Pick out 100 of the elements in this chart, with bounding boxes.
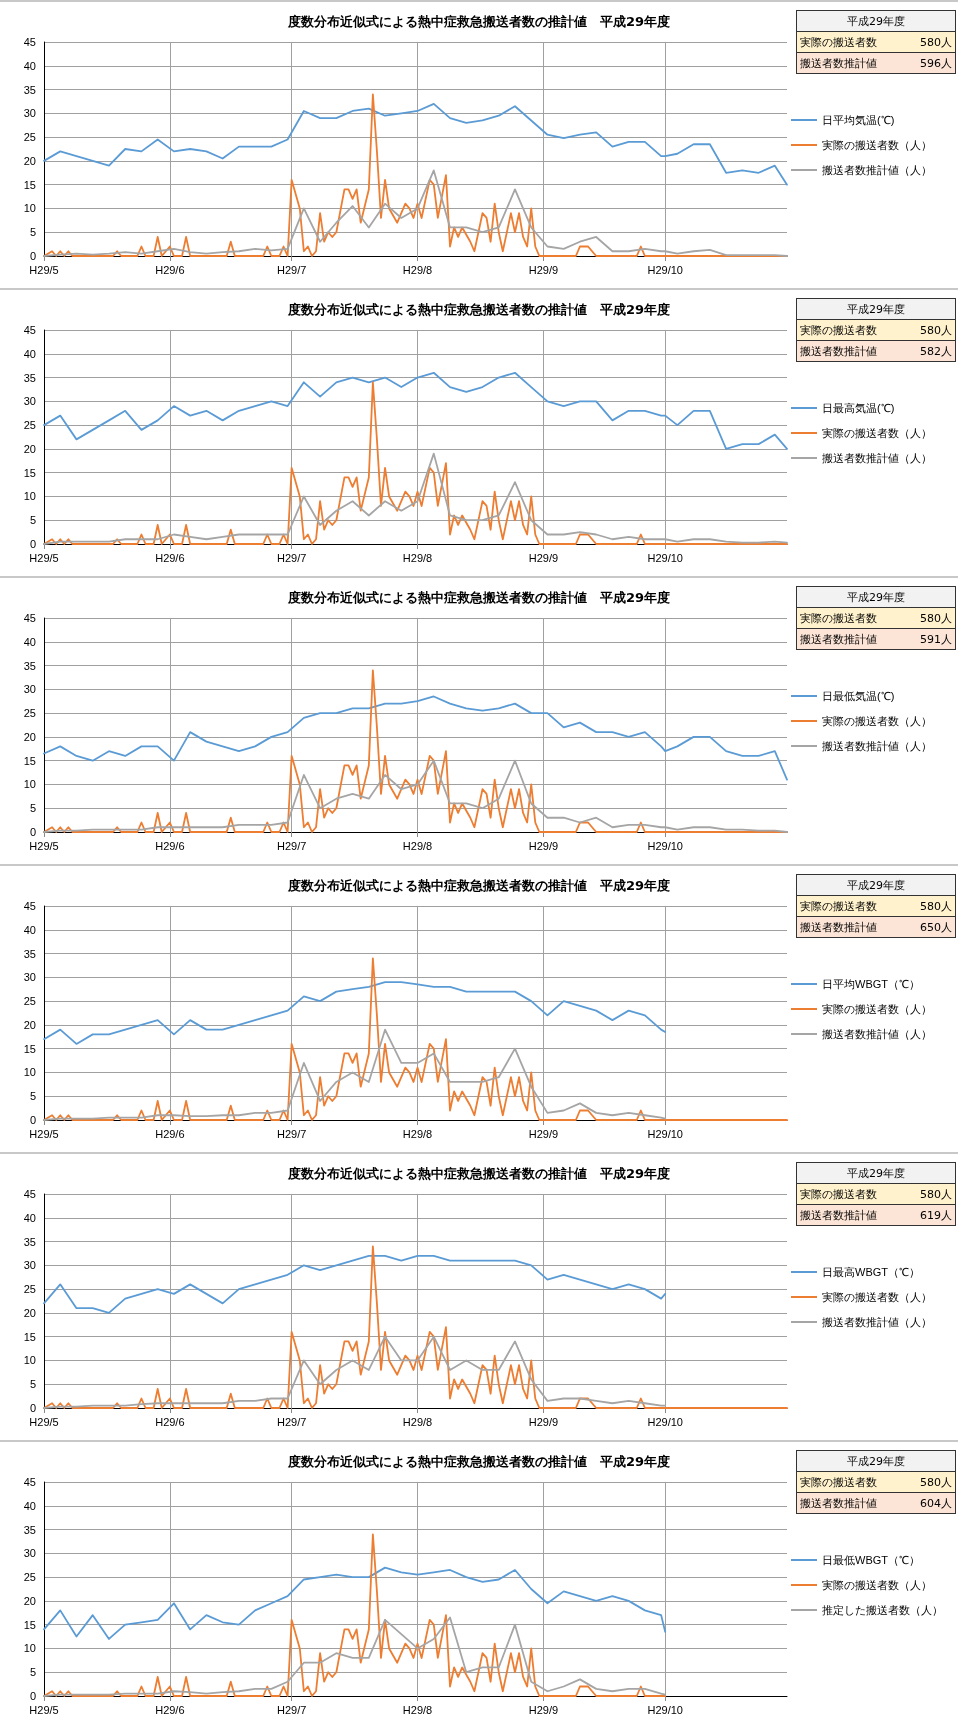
y-tick-label: 15 bbox=[23, 466, 36, 479]
y-tick-label: 40 bbox=[23, 347, 36, 360]
y-tick-label: 25 bbox=[23, 1571, 36, 1584]
y-tick-label: 10 bbox=[23, 490, 36, 503]
x-tick-label: H29/5 bbox=[29, 1415, 59, 1428]
y-tick-label: 5 bbox=[29, 226, 36, 239]
x-tick-label: H29/5 bbox=[29, 1127, 59, 1140]
legend-label: 実際の搬送者数（人） bbox=[822, 139, 932, 151]
text: 平成29年度 bbox=[796, 1162, 956, 1184]
y-tick-label: 5 bbox=[29, 514, 36, 527]
legend-label: 搬送者数推計値（人） bbox=[822, 164, 932, 176]
y-tick-label: 25 bbox=[23, 707, 36, 720]
y-tick-label: 40 bbox=[23, 635, 36, 648]
text: 平成29年度 bbox=[796, 1450, 956, 1472]
text: 580人 bbox=[905, 607, 956, 629]
y-tick-label: 35 bbox=[23, 659, 36, 672]
line-series bbox=[43, 1254, 667, 1314]
y-tick-label: 20 bbox=[23, 1306, 36, 1319]
y-tick-label: 15 bbox=[23, 1618, 36, 1631]
y-tick-label: 45 bbox=[23, 612, 36, 624]
legend-label: 実際の搬送者数（人） bbox=[822, 1003, 932, 1015]
y-tick-label: 40 bbox=[23, 1211, 36, 1224]
y-tick-label: 45 bbox=[23, 900, 36, 912]
legend-label: 実際の搬送者数（人） bbox=[822, 1291, 932, 1303]
y-tick-label: 10 bbox=[23, 1354, 36, 1367]
y-tick-label: 35 bbox=[23, 83, 36, 96]
y-tick-label: 15 bbox=[23, 178, 36, 191]
y-tick-label: 35 bbox=[23, 371, 36, 384]
y-tick-label: 5 bbox=[29, 802, 36, 815]
text: 実際の搬送者数 bbox=[796, 1183, 906, 1205]
chart-title: 度数分布近似式による熱中症救急搬送者数の推計値 平成29年度 bbox=[286, 14, 671, 29]
y-tick-label: 10 bbox=[23, 1066, 36, 1079]
x-tick-label: H29/7 bbox=[276, 1127, 307, 1140]
y-tick-label: 0 bbox=[29, 1690, 36, 1702]
text: 580人 bbox=[905, 1183, 956, 1205]
text: 591人 bbox=[905, 628, 956, 650]
legend-label: 日平均気温(℃) bbox=[822, 114, 895, 126]
x-tick-label: H29/8 bbox=[402, 1703, 433, 1716]
y-tick-label: 35 bbox=[23, 1235, 36, 1248]
y-tick-label: 25 bbox=[23, 995, 36, 1008]
x-tick-label: H29/7 bbox=[276, 1703, 307, 1716]
y-tick-label: 25 bbox=[23, 1283, 36, 1296]
y-tick-label: 25 bbox=[23, 419, 36, 432]
x-tick-label: H29/9 bbox=[528, 551, 559, 564]
y-tick-label: 45 bbox=[23, 1188, 36, 1200]
y-tick-label: 30 bbox=[23, 1547, 36, 1560]
y-tick-label: 5 bbox=[29, 1666, 36, 1679]
y-tick-label: 5 bbox=[29, 1378, 36, 1391]
text: 実際の搬送者数 bbox=[796, 1471, 906, 1493]
text: 580人 bbox=[905, 31, 956, 53]
y-tick-label: 30 bbox=[23, 395, 36, 408]
text: 実際の搬送者数 bbox=[796, 319, 906, 341]
x-tick-label: H29/10 bbox=[647, 263, 683, 276]
y-tick-label: 0 bbox=[29, 250, 36, 262]
x-tick-label: H29/10 bbox=[647, 839, 683, 852]
text: 実際の搬送者数 bbox=[796, 607, 906, 629]
chart-title: 度数分布近似式による熱中症救急搬送者数の推計値 平成29年度 bbox=[286, 590, 671, 605]
y-tick-label: 15 bbox=[23, 754, 36, 767]
text: 搬送者数推計値 bbox=[796, 1204, 906, 1226]
legend-label: 推定した搬送者数（人） bbox=[822, 1604, 943, 1616]
legend-label: 日最高気温(℃) bbox=[822, 402, 895, 414]
y-tick-label: 0 bbox=[29, 538, 36, 550]
text: 平成29年度 bbox=[796, 874, 956, 896]
legend-label: 搬送者数推計値（人） bbox=[822, 1316, 932, 1328]
y-tick-label: 30 bbox=[23, 683, 36, 696]
x-tick-label: H29/10 bbox=[647, 1127, 683, 1140]
x-tick-label: H29/5 bbox=[29, 839, 59, 852]
y-tick-label: 5 bbox=[29, 1090, 36, 1103]
text: 580人 bbox=[905, 319, 956, 341]
x-tick-label: H29/7 bbox=[276, 263, 307, 276]
x-tick-label: H29/7 bbox=[276, 1415, 307, 1428]
legend-label: 日最低WBGT（℃） bbox=[822, 1554, 920, 1566]
y-tick-label: 10 bbox=[23, 1642, 36, 1655]
y-tick-label: 35 bbox=[23, 1523, 36, 1536]
y-tick-label: 40 bbox=[23, 923, 36, 936]
y-tick-label: 20 bbox=[23, 730, 36, 743]
text: 搬送者数推計値 bbox=[796, 916, 906, 938]
y-tick-label: 20 bbox=[23, 154, 36, 167]
legend-label: 日最低気温(℃) bbox=[822, 690, 895, 702]
y-tick-label: 40 bbox=[23, 59, 36, 72]
x-tick-label: H29/8 bbox=[402, 263, 433, 276]
text: 596人 bbox=[905, 52, 956, 74]
text: 搬送者数推計値 bbox=[796, 1492, 906, 1514]
text: 582人 bbox=[905, 340, 956, 362]
text: 平成29年度 bbox=[796, 298, 956, 320]
y-tick-label: 10 bbox=[23, 778, 36, 791]
text: 650人 bbox=[905, 916, 956, 938]
x-tick-label: H29/10 bbox=[647, 551, 683, 564]
text: 搬送者数推計値 bbox=[796, 628, 906, 650]
line-series bbox=[43, 371, 788, 450]
legend-label: 実際の搬送者数（人） bbox=[822, 1579, 932, 1591]
x-tick-label: H29/10 bbox=[647, 1415, 683, 1428]
x-tick-label: H29/6 bbox=[155, 1415, 185, 1428]
y-tick-label: 20 bbox=[23, 1594, 36, 1607]
legend-label: 搬送者数推計値（人） bbox=[822, 740, 932, 752]
x-tick-label: H29/7 bbox=[276, 839, 307, 852]
text: 実際の搬送者数 bbox=[796, 895, 906, 917]
line-series bbox=[43, 102, 788, 186]
chart-title: 度数分布近似式による熱中症救急搬送者数の推計値 平成29年度 bbox=[286, 878, 671, 893]
x-tick-label: H29/6 bbox=[155, 1127, 185, 1140]
